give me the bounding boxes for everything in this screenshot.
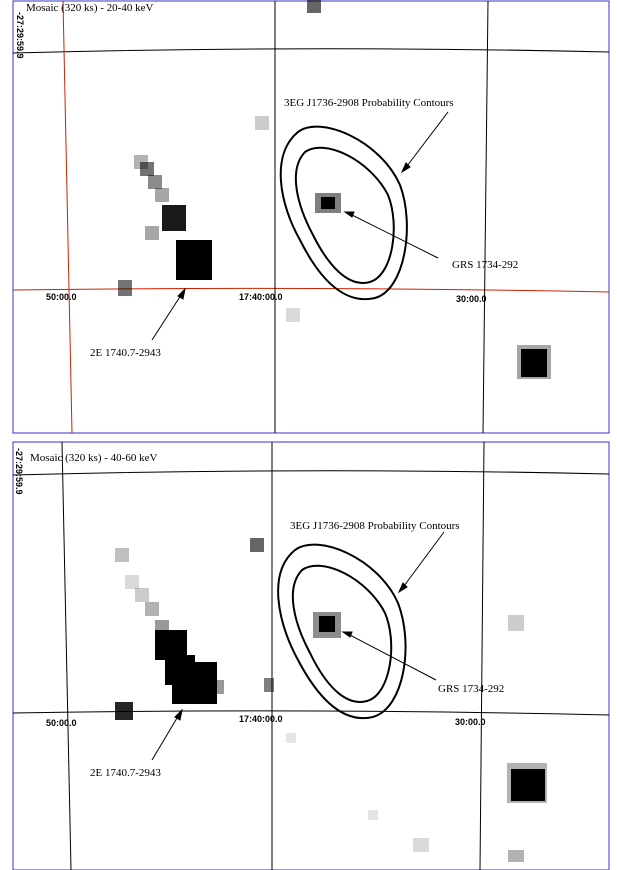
grid-ra-line-right [479,441,485,870]
ra-label-50: 50:00.0 [46,718,77,728]
ra-label-30: 30:00.0 [456,294,487,304]
grid-ra-line-left [61,441,72,870]
contours-label: 3EG J1736-2908 Probability Contours [284,97,454,109]
mosaic-panel-20-40kev: Mosaic (320 ks) - 20-40 keV -27:29:59.9 … [12,0,610,434]
source-2e-label: 2E 1740.7-2943 [90,767,161,779]
contours-label: 3EG J1736-2908 Probability Contours [290,520,460,532]
sky-image-20-40kev [12,0,610,434]
contour-inner [291,564,393,703]
pixel-sources [115,538,547,862]
panel-title: Mosaic (320 ks) - 20-40 keV [26,2,154,14]
contour-outer [279,125,408,301]
grid-dec-line-top [12,470,610,476]
dec-axis-label: -27:29:59.9 [15,12,25,59]
ra-label-17-40: 17:40:00.0 [239,714,283,724]
ra-label-30: 30:00.0 [455,717,486,727]
contour-outer [277,543,407,720]
image-frame [12,441,610,870]
ra-label-50: 50:00.0 [46,292,77,302]
pixel-sources [118,0,551,379]
sky-image-40-60kev [12,441,610,870]
grid-ra-line-right [482,0,489,434]
grid-dec-line-bottom [12,710,610,716]
panel-title: Mosaic (320 ks) - 40-60 keV [30,452,158,464]
grid-ra-line-red [62,0,73,434]
grid-dec-line-red [12,287,610,293]
grid-dec-line-top [12,48,610,54]
mosaic-panel-40-60kev: Mosaic (320 ks) - 40-60 keV -27:29:59.9 … [0,440,617,870]
annotation-arrows [151,111,449,341]
annotation-arrows [151,531,445,761]
dec-axis-label: -27:29:59.9 [14,448,24,495]
grs-label: GRS 1734-292 [438,683,505,695]
source-2e-label: 2E 1740.7-2943 [90,347,161,359]
grs-label: GRS 1734-292 [452,259,519,271]
ra-label-17-40: 17:40:00.0 [239,292,283,302]
contour-inner [294,146,395,284]
